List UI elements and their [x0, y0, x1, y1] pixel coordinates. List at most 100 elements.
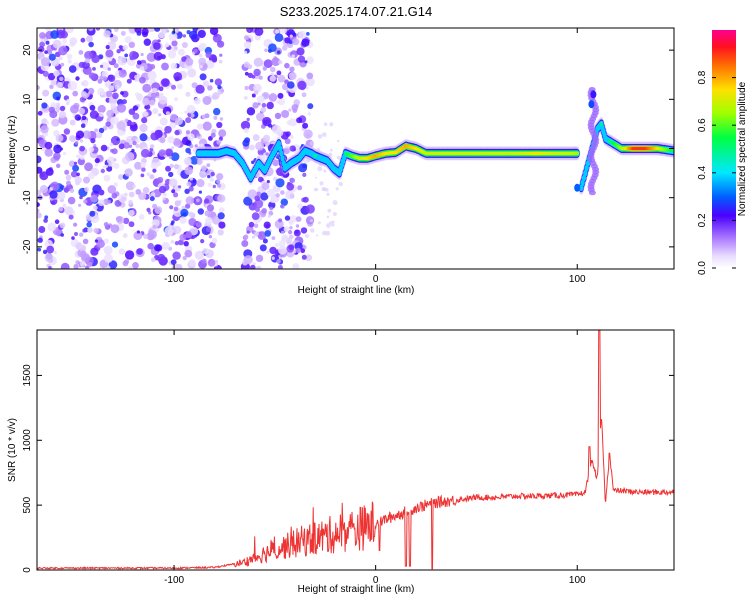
noise-blob	[108, 163, 112, 167]
noise-blob	[243, 50, 248, 55]
noise-blob	[326, 223, 331, 228]
noise-blob	[103, 174, 111, 182]
noise-blob	[103, 222, 109, 227]
noise-blob	[207, 175, 211, 179]
noise-blob	[209, 177, 214, 182]
noise-blob	[91, 54, 100, 64]
noise-blob	[142, 111, 149, 117]
noise-blob	[187, 133, 195, 141]
noise-blob	[181, 56, 187, 62]
noise-blob	[40, 125, 49, 134]
noise-blob	[274, 242, 279, 248]
noise-blob	[154, 206, 163, 215]
noise-blob	[45, 40, 50, 45]
noise-blob	[249, 144, 255, 151]
noise-blob	[185, 117, 192, 124]
noise-blob	[135, 92, 140, 97]
noise-blob	[109, 142, 113, 147]
noise-blob	[132, 262, 139, 269]
noise-blob	[77, 116, 81, 121]
noise-blob	[42, 249, 48, 255]
noise-blob	[173, 192, 179, 198]
noise-blob	[59, 76, 64, 82]
noise-blob	[58, 110, 67, 119]
noise-blob	[118, 248, 126, 255]
noise-blob	[128, 221, 135, 228]
noise-blob	[53, 144, 62, 154]
y-tick-label: 500	[22, 496, 33, 513]
noise-blob	[197, 29, 206, 39]
colorbar-tick-label: 0.0	[697, 261, 708, 275]
noise-blob	[307, 112, 311, 116]
noise-blob	[46, 245, 55, 254]
noise-blob	[268, 210, 274, 216]
noise-blob	[67, 81, 78, 91]
noise-blob	[266, 188, 276, 198]
spectrogram-y-ticks: -20 -10 0 10 20	[22, 44, 674, 254]
noise-blob	[38, 226, 46, 233]
noise-blob	[252, 134, 260, 142]
noise-blob	[158, 113, 162, 117]
noise-blob	[66, 98, 71, 103]
noise-blob	[79, 195, 83, 200]
noise-blob	[292, 263, 300, 269]
noise-blob	[171, 220, 175, 224]
noise-blob	[288, 108, 292, 112]
noise-blob	[64, 206, 74, 215]
snr-frame	[36, 329, 675, 571]
noise-blob	[247, 64, 253, 69]
noise-blob	[289, 177, 295, 184]
noise-blob	[187, 68, 197, 78]
noise-blob	[170, 146, 175, 150]
noise-blob	[302, 122, 309, 129]
noise-blob	[217, 183, 222, 188]
noise-blob	[283, 147, 290, 155]
noise-blob	[150, 92, 157, 99]
noise-blob	[41, 102, 48, 109]
noise-blob	[322, 230, 327, 236]
noise-blob	[264, 230, 272, 237]
noise-blob	[199, 64, 203, 69]
noise-blob	[133, 231, 143, 241]
noise-blob	[199, 143, 204, 148]
noise-blob	[79, 145, 85, 152]
noise-blob	[198, 53, 203, 58]
noise-blob	[69, 37, 78, 46]
noise-blob	[255, 254, 264, 263]
noise-blob	[200, 239, 205, 244]
noise-blob	[268, 43, 277, 52]
noise-blob	[269, 206, 274, 211]
noise-blob	[211, 128, 217, 135]
noise-blob	[180, 208, 189, 217]
noise-blob	[49, 190, 58, 199]
noise-blob	[289, 34, 293, 38]
noise-blob	[92, 67, 96, 71]
noise-blob	[278, 98, 285, 106]
noise-blob	[253, 231, 259, 237]
noise-blob	[197, 133, 201, 137]
noise-blob	[268, 123, 273, 128]
noise-blob	[297, 55, 306, 63]
noise-blob	[58, 46, 68, 56]
noise-blob	[184, 110, 188, 114]
noise-blob	[53, 70, 60, 77]
noise-blob	[49, 84, 54, 90]
noise-blob	[140, 173, 145, 178]
noise-blob	[185, 130, 191, 135]
noise-blob	[142, 97, 150, 106]
noise-blob	[253, 68, 261, 77]
noise-blob	[255, 141, 264, 151]
noise-blob	[138, 214, 145, 220]
noise-blob	[139, 76, 146, 84]
ridge-core	[599, 122, 604, 126]
noise-blob	[291, 54, 296, 59]
noise-blob	[128, 266, 134, 269]
noise-blob	[164, 42, 170, 48]
noise-blob	[103, 198, 110, 205]
noise-blob	[76, 172, 80, 177]
noise-blob	[212, 92, 220, 100]
noise-blob	[38, 46, 45, 53]
noise-blob	[101, 62, 109, 70]
noise-blob	[218, 129, 227, 138]
noise-blob	[169, 121, 177, 129]
